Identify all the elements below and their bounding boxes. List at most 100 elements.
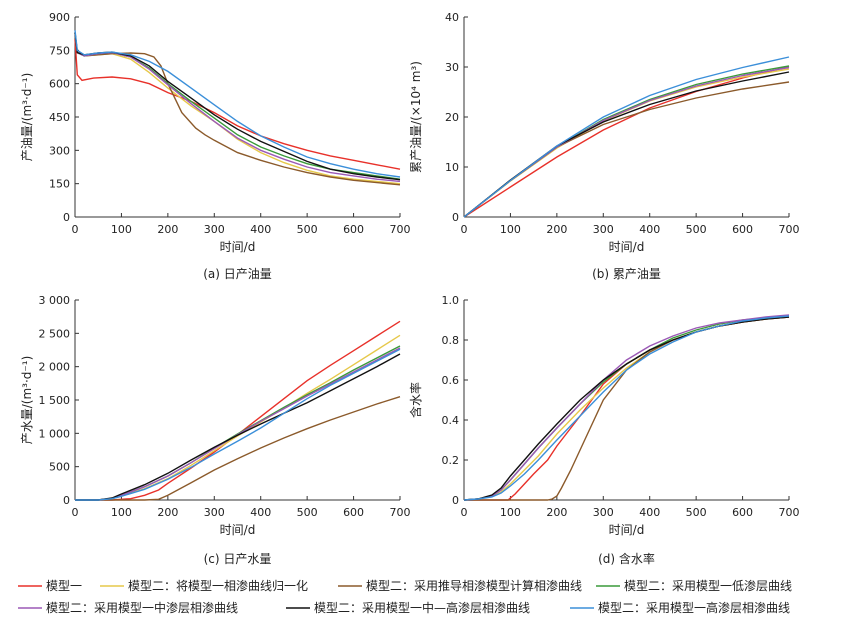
panel-caption: (d) 含水率 [598, 551, 655, 566]
x-tick-label: 600 [732, 223, 753, 236]
x-tick-label: 300 [204, 223, 225, 236]
x-tick-label: 600 [343, 506, 364, 519]
series-line-m2h [463, 56, 790, 218]
series-line-m2l [463, 65, 790, 218]
legend-item-m2l: 模型二：采用模型一低渗层曲线 [596, 578, 792, 593]
series-line-m2n [463, 68, 790, 218]
legend-item-m2h: 模型二：采用模型一高渗层相渗曲线 [570, 600, 790, 615]
x-tick-label: 700 [779, 223, 800, 236]
y-tick-label: 20 [445, 111, 459, 124]
y-tick-label: 0.2 [442, 454, 460, 467]
x-tick-label: 0 [72, 223, 79, 236]
panel-caption: (b) 累产油量 [592, 267, 661, 281]
chart-panel-b: 0 100 200 300 400 500 600 700 0 10 20 30 40 时间/d 累产油量/… [409, 11, 800, 281]
y-tick-label: 30 [445, 61, 459, 74]
legend-label: 模型二：采用模型一高渗层相渗曲线 [598, 600, 790, 615]
y-tick-label: 10 [445, 161, 459, 174]
x-tick-label: 600 [343, 223, 364, 236]
y-tick-label: 3 000 [39, 294, 71, 307]
legend-label: 模型二：采用模型一中—高渗层相渗曲线 [314, 600, 530, 615]
x-tick-label: 400 [639, 223, 660, 236]
y-tick-label: 0 [452, 494, 459, 507]
x-tick-label: 100 [111, 223, 132, 236]
y-tick-label: 1 500 [39, 394, 71, 407]
x-axis-label: 时间/d [609, 240, 645, 254]
legend: 模型一 模型二：将模型一相渗曲线归一化 模型二：采用推导相渗模型计算相渗曲线 模型二：… [18, 578, 792, 615]
y-tick-label: 450 [49, 111, 70, 124]
series-line-m2mh [463, 316, 790, 501]
y-tick-label: 0 [452, 211, 459, 224]
series-line-m2m [463, 314, 790, 501]
x-tick-label: 500 [297, 506, 318, 519]
series-line-m2d [463, 81, 790, 218]
y-tick-label: 2 000 [39, 361, 71, 374]
y-tick-label: 0.4 [442, 414, 460, 427]
legend-item-m1: 模型一 [18, 579, 82, 593]
chart-panel-d: 0 100 200 300 400 500 600 700 0 0.2 0.4 0.6 0.8 1.0 时间… [408, 294, 800, 566]
legend-label: 模型二：采用模型一中渗层相渗曲线 [46, 600, 238, 615]
x-tick-label: 0 [461, 506, 468, 519]
y-tick-label: 40 [445, 11, 459, 24]
series-line-m2mh [75, 353, 401, 501]
y-tick-label: 2 500 [39, 327, 71, 340]
legend-item-m2mh: 模型二：采用模型一中—高渗层相渗曲线 [286, 600, 530, 615]
x-axis-label: 时间/d [609, 523, 645, 537]
chart-panel-c: 0 100 200 300 400 500 600 700 0 500 1 000 1 500 2 00… [20, 294, 411, 566]
y-axis-label: 产水量/(m³·d⁻¹) [20, 356, 34, 444]
series-line-m2mh [463, 71, 790, 218]
y-tick-label: 0 [63, 211, 70, 224]
x-tick-label: 300 [593, 223, 614, 236]
y-tick-label: 750 [49, 44, 70, 57]
series-line-m2h [74, 30, 401, 178]
x-tick-label: 200 [157, 223, 178, 236]
legend-item-m2n: 模型二：将模型一相渗曲线归一化 [100, 578, 308, 593]
x-tick-label: 700 [390, 223, 411, 236]
x-tick-label: 200 [157, 506, 178, 519]
x-tick-label: 300 [593, 506, 614, 519]
series-line-m1 [74, 39, 401, 170]
x-tick-label: 200 [546, 506, 567, 519]
y-axis-label: 产油量/(m³·d⁻¹) [20, 73, 34, 161]
panel-caption: (c) 日产水量 [204, 552, 272, 566]
x-axis-label: 时间/d [220, 240, 256, 254]
legend-label: 模型一 [46, 579, 82, 593]
x-tick-label: 700 [390, 506, 411, 519]
chart-panel-a: 0 100 200 300 400 500 600 700 0 150 300 450 600 750 90… [20, 11, 411, 281]
x-tick-label: 0 [72, 506, 79, 519]
y-tick-label: 1.0 [442, 294, 460, 307]
y-tick-label: 150 [49, 178, 70, 191]
x-tick-label: 300 [204, 506, 225, 519]
y-axis-label: 含水率 [408, 382, 423, 418]
legend-item-m2d: 模型二：采用推导相渗模型计算相渗曲线 [338, 578, 582, 593]
y-axis-label: 累产油量/(×10⁴ m³) [409, 61, 423, 173]
y-tick-label: 900 [49, 11, 70, 24]
series-line-m2mh [74, 32, 401, 181]
y-tick-label: 0.6 [442, 374, 460, 387]
series-line-m2l [75, 345, 401, 501]
panel-caption: (a) 日产油量 [203, 267, 272, 281]
y-tick-label: 500 [49, 461, 70, 474]
legend-item-m2m: 模型二：采用模型一中渗层相渗曲线 [18, 600, 238, 615]
y-tick-label: 0.8 [442, 334, 460, 347]
series-line-m1 [75, 320, 401, 501]
x-tick-label: 700 [779, 506, 800, 519]
series-line-m2h [75, 348, 401, 501]
x-tick-label: 200 [546, 223, 567, 236]
y-tick-label: 600 [49, 78, 70, 91]
x-tick-label: 100 [500, 506, 521, 519]
legend-label: 模型二：采用模型一低渗层曲线 [624, 578, 792, 593]
x-tick-label: 500 [686, 506, 707, 519]
legend-label: 模型二：采用推导相渗模型计算相渗曲线 [366, 578, 582, 593]
x-tick-label: 600 [732, 506, 753, 519]
series-line-m2d [75, 396, 401, 501]
y-tick-label: 1 000 [39, 427, 71, 440]
x-tick-label: 0 [461, 223, 468, 236]
series-line-m2h [463, 315, 790, 501]
x-tick-label: 500 [297, 223, 318, 236]
series-line-m2d [74, 32, 401, 186]
legend-label: 模型二：将模型一相渗曲线归一化 [128, 578, 308, 593]
x-tick-label: 400 [639, 506, 660, 519]
x-tick-label: 100 [500, 223, 521, 236]
series-line-m2m [74, 32, 401, 183]
